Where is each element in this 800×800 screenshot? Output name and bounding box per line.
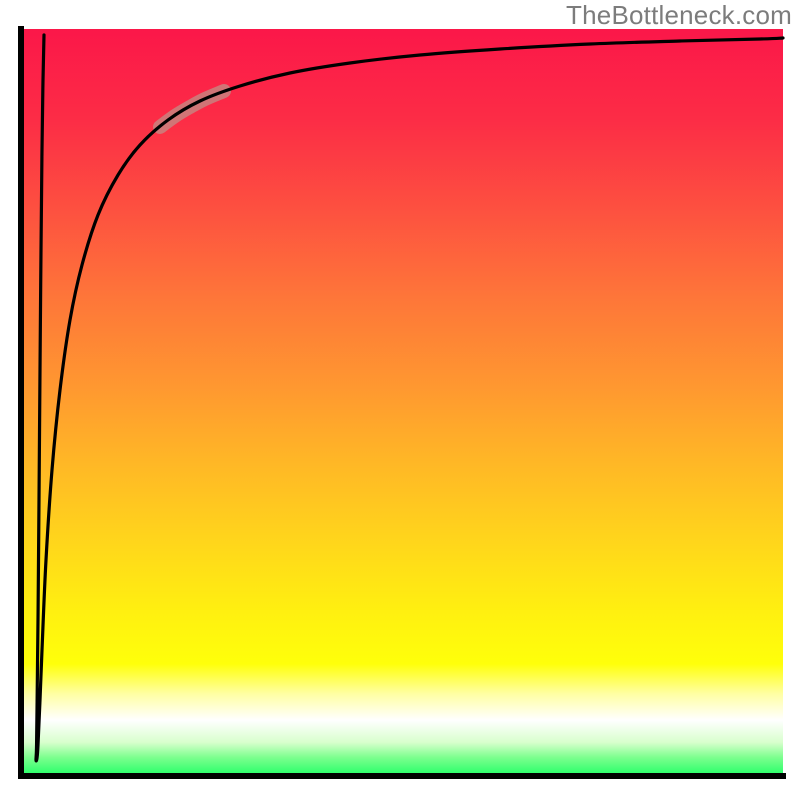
chart-svg bbox=[0, 0, 800, 800]
gradient-field bbox=[21, 29, 783, 776]
chart-stage: TheBottleneck.com bbox=[0, 0, 800, 800]
watermark-text: TheBottleneck.com bbox=[566, 0, 792, 31]
